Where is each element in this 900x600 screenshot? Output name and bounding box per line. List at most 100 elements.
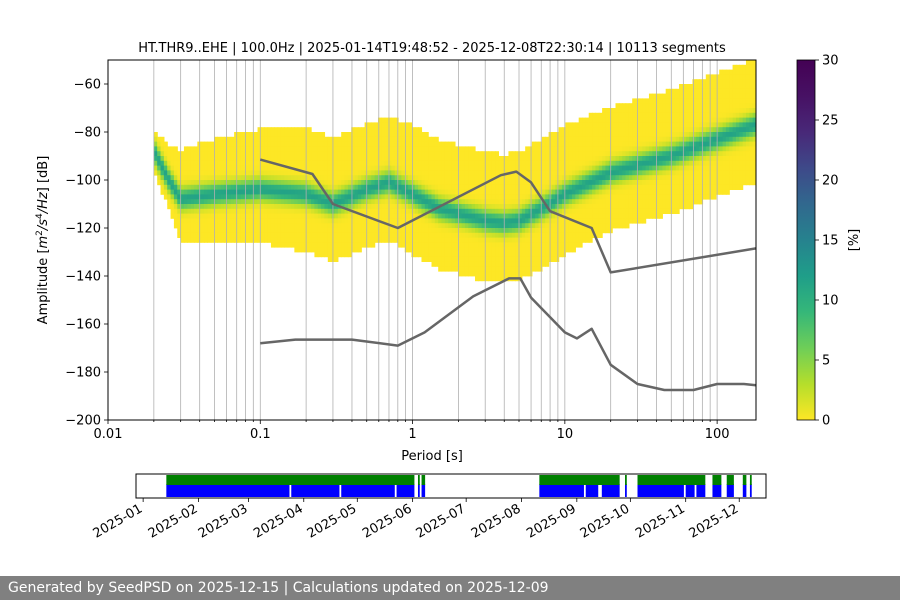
- density-cell: [752, 60, 756, 66]
- density-cell: [501, 228, 506, 234]
- density-cell: [555, 165, 560, 171]
- density-cell: [471, 266, 476, 272]
- density-cell: [665, 199, 670, 205]
- density-cell: [602, 184, 607, 190]
- density-cell: [180, 184, 185, 190]
- density-cell: [481, 175, 486, 181]
- density-cell: [173, 151, 178, 157]
- density-cell: [237, 184, 242, 190]
- density-cell: [391, 175, 396, 181]
- density-cell: [284, 232, 289, 238]
- density-cell: [180, 194, 185, 200]
- density-cell: [454, 232, 459, 238]
- density-cell: [438, 146, 443, 152]
- density-cell: [695, 184, 700, 190]
- density-cell: [572, 189, 576, 195]
- density-cell: [628, 146, 633, 152]
- density-cell: [558, 170, 563, 176]
- density-cell: [468, 247, 473, 253]
- data-availability-bar: [712, 484, 722, 497]
- density-cell: [692, 184, 697, 190]
- density-cell: [207, 160, 212, 166]
- density-cell: [742, 108, 747, 114]
- density-cell: [321, 194, 326, 200]
- density-cell: [240, 175, 245, 181]
- density-cell: [592, 165, 597, 171]
- density-cell: [227, 141, 232, 147]
- density-cell: [531, 165, 536, 171]
- density-cell: [575, 184, 580, 190]
- density-cell: [561, 208, 566, 214]
- density-cell: [548, 151, 553, 157]
- density-cell: [234, 170, 239, 176]
- density-cell: [565, 165, 570, 171]
- density-cell: [648, 156, 653, 162]
- density-cell: [187, 223, 192, 229]
- density-cell: [729, 156, 734, 162]
- density-cell: [214, 175, 219, 181]
- density-cell: [277, 175, 282, 181]
- density-cell: [458, 204, 463, 210]
- density-cell: [311, 204, 316, 210]
- density-cell: [257, 127, 262, 133]
- density-cell: [518, 213, 523, 219]
- density-cell: [474, 213, 479, 219]
- density-cell: [598, 122, 603, 128]
- density-cell: [351, 247, 356, 253]
- density-cell: [327, 189, 332, 195]
- density-cell: [699, 189, 704, 195]
- density-cell: [712, 84, 717, 90]
- density-cell: [632, 103, 637, 109]
- density-cell: [424, 252, 429, 258]
- density-cell: [685, 170, 690, 176]
- density-cell: [354, 237, 359, 243]
- density-cell: [204, 237, 208, 243]
- density-cell: [638, 160, 643, 166]
- density-cell: [381, 146, 386, 152]
- density-cell: [752, 103, 756, 109]
- density-cell: [183, 218, 188, 224]
- density-cell: [749, 160, 754, 166]
- density-cell: [264, 151, 269, 157]
- density-cell: [474, 189, 479, 195]
- density-cell: [528, 213, 533, 219]
- density-cell: [391, 141, 396, 147]
- density-cell: [525, 194, 530, 200]
- density-cell: [749, 122, 754, 128]
- density-cell: [301, 204, 305, 210]
- density-cell: [284, 180, 289, 186]
- density-cell: [541, 175, 546, 181]
- density-cell: [521, 194, 526, 200]
- density-cell: [729, 141, 734, 147]
- density-cell: [324, 189, 329, 195]
- density-cell: [381, 175, 386, 181]
- density-cell: [732, 69, 737, 75]
- density-cell: [284, 213, 289, 219]
- density-cell: [605, 122, 610, 128]
- density-cell: [501, 175, 506, 181]
- density-cell: [214, 189, 219, 195]
- density-cell: [297, 194, 302, 200]
- density-cell: [388, 136, 392, 142]
- density-cell: [752, 98, 756, 104]
- density-cell: [595, 165, 600, 171]
- density-cell: [538, 175, 543, 181]
- density-cell: [715, 93, 720, 99]
- density-cell: [735, 93, 740, 99]
- y-tick-label: −100: [65, 174, 101, 189]
- density-cell: [642, 117, 647, 123]
- density-cell: [230, 208, 235, 214]
- density-cell: [291, 175, 295, 181]
- density-cell: [367, 199, 372, 205]
- density-cell: [568, 213, 573, 219]
- density-cell: [468, 223, 473, 229]
- density-cell: [314, 213, 319, 219]
- density-cell: [337, 160, 342, 166]
- density-cell: [337, 247, 342, 253]
- density-cell: [565, 122, 570, 128]
- density-cell: [625, 213, 630, 219]
- density-cell: [374, 127, 379, 133]
- density-cell: [230, 180, 235, 186]
- density-cell: [428, 204, 433, 210]
- density-cell: [705, 146, 710, 152]
